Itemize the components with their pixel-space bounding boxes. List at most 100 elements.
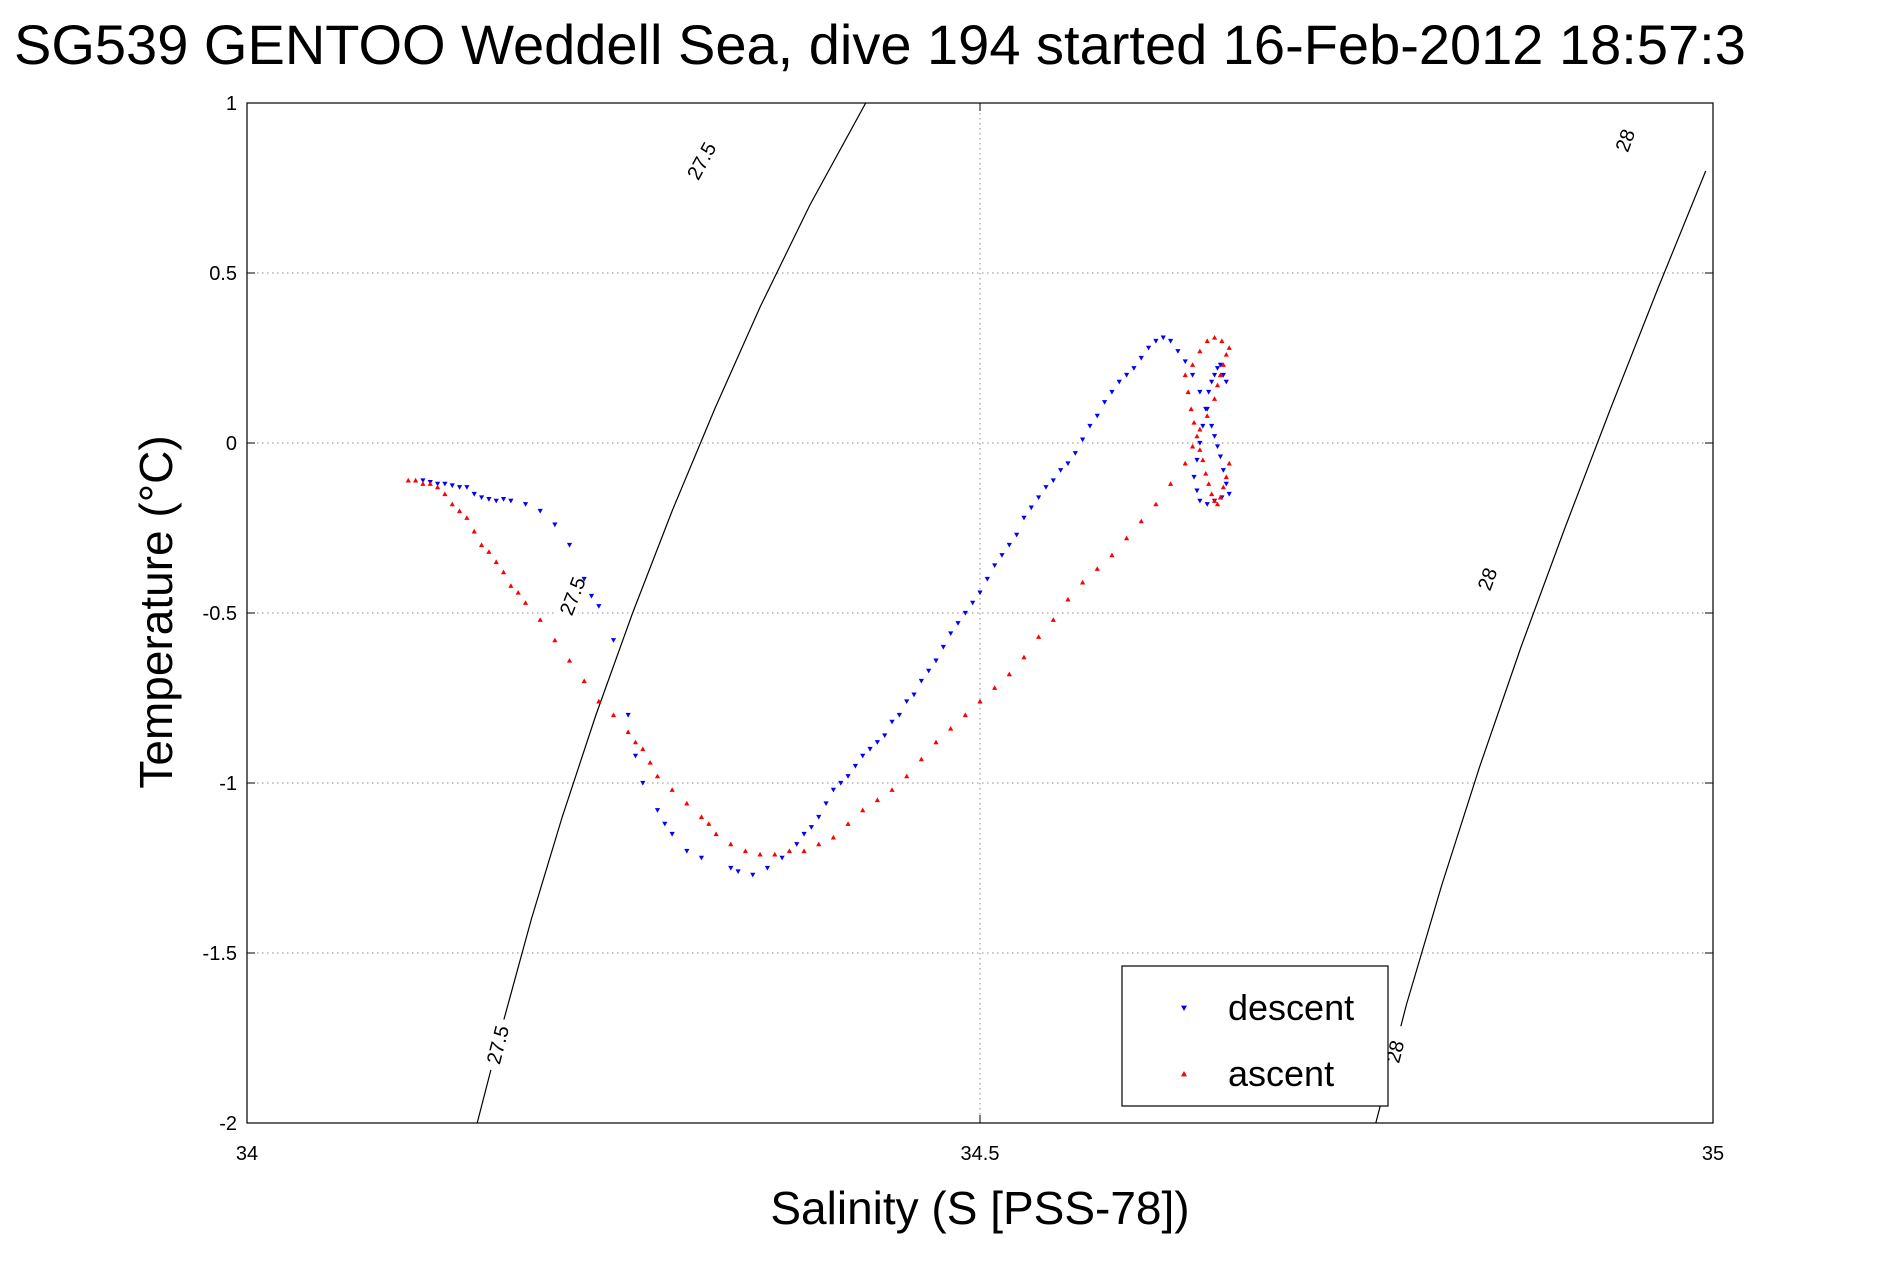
contour-label-bg (480, 1016, 515, 1073)
ascent-point (1109, 552, 1115, 558)
descent-point (1204, 502, 1210, 507)
ascent-point (1223, 474, 1229, 480)
descent-point (845, 774, 851, 779)
descent-point (1028, 505, 1034, 511)
ascent-point (1094, 566, 1100, 571)
descent-point (1223, 481, 1229, 487)
ascent-point (1203, 471, 1209, 476)
descent-point (896, 712, 902, 718)
ascent-point (552, 637, 558, 643)
descent-point (1145, 345, 1152, 351)
descent-point (808, 825, 815, 830)
ascent-point (684, 800, 690, 806)
descent-point (434, 481, 441, 487)
descent-point (1080, 437, 1086, 443)
x-tick-label: 35 (1702, 1143, 1724, 1165)
descent-point (874, 740, 880, 745)
descent-point (977, 590, 983, 596)
descent-point (955, 621, 961, 626)
descent-point (1206, 389, 1212, 395)
ascent-point (471, 528, 477, 534)
ascent-point (1211, 498, 1218, 503)
ascent-point (640, 746, 646, 752)
ascent-point (537, 617, 543, 622)
descent-point (1214, 444, 1221, 449)
ascent-point (493, 559, 499, 565)
ascent-point (647, 760, 653, 765)
descent-point (456, 485, 463, 490)
ascent-point (464, 515, 470, 520)
ascent-point (405, 477, 411, 483)
descent-point (1014, 532, 1020, 538)
descent-point (1131, 366, 1137, 371)
descent-point (764, 865, 771, 871)
ascent-point (742, 848, 749, 854)
ascent-point (1050, 617, 1056, 622)
descent-point (1217, 454, 1224, 460)
descent-point (625, 712, 631, 718)
descent-point (581, 576, 587, 582)
ascent-point (816, 841, 822, 847)
legend-label-descent: descent (1228, 987, 1354, 1028)
descent-point (860, 753, 866, 759)
ascent-point (992, 685, 998, 690)
grid-lines (246, 102, 1714, 1124)
descent-point (522, 502, 529, 507)
descent-point (918, 678, 924, 684)
ascent-point (933, 739, 939, 745)
descent-point (1226, 491, 1232, 497)
descent-point (1167, 338, 1174, 344)
descent-point (926, 668, 932, 674)
ascent-point (948, 726, 954, 731)
y-tick-label: 0.5 (209, 263, 237, 285)
descent-point (471, 491, 477, 497)
contour-label-bg (1605, 112, 1645, 169)
ascent-point (1167, 481, 1174, 486)
descent-point (478, 495, 485, 500)
y-tick-label: 1 (226, 93, 237, 115)
ascent-point (522, 600, 529, 605)
ascent-point (486, 549, 492, 554)
chart-title: SG539 GENTOO Weddell Sea, dive 194 start… (14, 13, 1746, 76)
descent-point (449, 483, 455, 489)
legend: descent ascent (1121, 965, 1389, 1107)
ascent-point (1200, 457, 1206, 463)
descent-point (1194, 457, 1200, 463)
ascent-point (904, 773, 910, 779)
contour-label: 27.5 (483, 1023, 514, 1066)
descent-point (867, 746, 873, 752)
descent-point (830, 787, 836, 793)
ascent-point (420, 481, 426, 486)
descent-point (911, 692, 917, 698)
ascent-point (706, 821, 712, 826)
descent-point (852, 763, 858, 769)
descent-point (1220, 372, 1226, 378)
descent-point (610, 638, 617, 643)
descent-point (1223, 379, 1229, 385)
ascent-point (860, 807, 866, 813)
descent-point (486, 497, 492, 502)
descent-point (962, 610, 968, 616)
ascent-point (1189, 362, 1196, 367)
ascent-point (1209, 491, 1215, 497)
descent-point (882, 733, 888, 738)
descent-point (1102, 400, 1108, 405)
descent-point (669, 831, 675, 837)
ascent-point (845, 821, 851, 826)
descent-point (1200, 423, 1206, 429)
descent-point (1191, 474, 1197, 480)
descent-point (552, 522, 558, 528)
ascent-point (508, 583, 514, 588)
descent-point (662, 821, 668, 827)
ascent-point (632, 739, 639, 745)
isopycnal-28 (1375, 170, 1707, 1124)
descent-point (838, 780, 844, 786)
legend-marker-descent (1181, 1005, 1187, 1011)
descent-point (1072, 451, 1078, 456)
contours (476, 102, 1707, 1124)
ascent-point (1214, 501, 1221, 507)
ascent-point (962, 712, 968, 718)
ascent-point (1188, 406, 1194, 412)
descent-point (508, 498, 514, 504)
ascent-point (698, 814, 705, 820)
